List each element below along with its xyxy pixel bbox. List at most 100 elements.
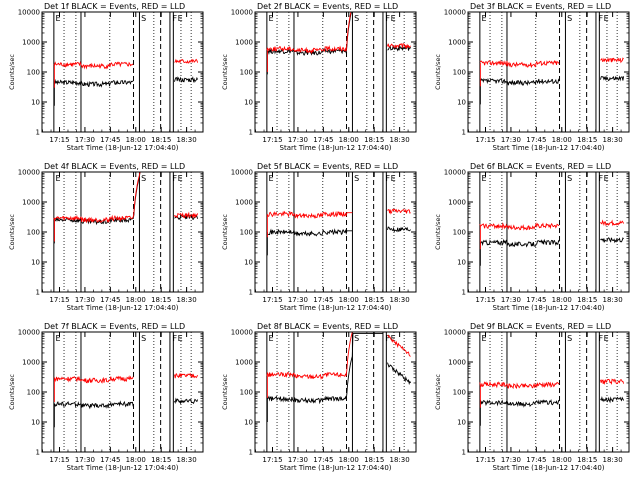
y-tick-label: 10 xyxy=(31,419,40,427)
y-tick-label: 10000 xyxy=(444,169,466,177)
y-axis-label: Counts/sec xyxy=(8,54,16,90)
chart-title: Det 8f BLACK = Events, RED = LLD xyxy=(257,322,398,331)
series-events xyxy=(479,75,625,86)
interval-flag: S xyxy=(567,14,572,23)
x-tick-label: 17:45 xyxy=(526,456,546,464)
chart-title: Det 4f BLACK = Events, RED = LLD xyxy=(44,162,185,171)
y-tick-label: 10000 xyxy=(444,9,466,17)
series-events xyxy=(53,397,199,410)
y-tick-label: 100 xyxy=(240,389,253,397)
y-tick-label: 100 xyxy=(27,229,40,237)
interval-flag: E xyxy=(56,14,61,23)
y-tick-label: 10 xyxy=(31,99,40,107)
x-axis-label: Start Time (18-Jun-12 17:04:40) xyxy=(493,304,605,312)
x-tick-label: 18:15 xyxy=(577,136,597,144)
y-tick-label: 100 xyxy=(27,389,40,397)
x-tick-label: 18:15 xyxy=(364,456,384,464)
x-tick-label: 17:30 xyxy=(501,136,521,144)
x-tick-label: 18:15 xyxy=(151,296,171,304)
chart-title: Det 3f BLACK = Events, RED = LLD xyxy=(470,2,611,11)
x-axis-label: Start Time (18-Jun-12 17:04:40) xyxy=(493,464,605,472)
x-tick-label: 17:15 xyxy=(49,456,69,464)
x-tick-label: 17:15 xyxy=(49,136,69,144)
series-events xyxy=(479,396,625,408)
x-tick-label: 18:15 xyxy=(151,456,171,464)
series-lld xyxy=(53,58,199,70)
y-tick-label: 10 xyxy=(244,259,253,267)
y-tick-label: 1000 xyxy=(448,359,466,367)
x-tick-label: 17:45 xyxy=(100,296,120,304)
y-tick-label: 1 xyxy=(249,449,253,457)
y-axis-label: Counts/sec xyxy=(434,214,442,250)
x-tick-label: 17:45 xyxy=(100,136,120,144)
x-tick-label: 17:45 xyxy=(526,296,546,304)
series-lld xyxy=(479,57,624,69)
y-tick-label: 1000 xyxy=(22,359,40,367)
x-tick-label: 18:30 xyxy=(603,456,623,464)
interval-flag: F xyxy=(598,334,603,343)
x-tick-label: 18:00 xyxy=(339,136,359,144)
y-tick-label: 10000 xyxy=(231,329,253,337)
interval-flag: E xyxy=(391,334,396,343)
x-tick-label: 18:30 xyxy=(603,296,623,304)
x-axis-label: Start Time (18-Jun-12 17:04:40) xyxy=(67,304,179,312)
y-tick-label: 1 xyxy=(249,129,253,137)
chart-title: Det 9f BLACK = Events, RED = LLD xyxy=(470,322,611,331)
y-tick-label: 1 xyxy=(462,289,466,297)
plot-frame xyxy=(254,331,417,453)
interval-flag: E xyxy=(178,14,183,23)
x-tick-label: 18:15 xyxy=(364,296,384,304)
interval-flag: E xyxy=(269,174,274,183)
x-tick-label: 17:15 xyxy=(475,296,495,304)
x-tick-label: 17:15 xyxy=(262,456,282,464)
x-tick-label: 18:30 xyxy=(603,136,623,144)
y-tick-label: 10000 xyxy=(18,9,40,17)
chart-title: Det 7f BLACK = Events, RED = LLD xyxy=(44,322,185,331)
x-axis-label: Start Time (18-Jun-12 17:04:40) xyxy=(280,304,392,312)
interval-flag: S xyxy=(141,14,146,23)
y-axis-label: Counts/sec xyxy=(434,374,442,410)
interval-flag: F xyxy=(385,334,390,343)
y-tick-label: 100 xyxy=(453,69,466,77)
interval-flag: F xyxy=(598,174,603,183)
interval-flag: E xyxy=(178,334,183,343)
plot-frame xyxy=(41,11,204,133)
x-tick-label: 17:15 xyxy=(49,296,69,304)
x-tick-label: 17:15 xyxy=(262,296,282,304)
interval-flag: S xyxy=(354,334,359,343)
y-tick-label: 100 xyxy=(453,229,466,237)
y-tick-label: 1 xyxy=(36,129,40,137)
interval-flag: S xyxy=(567,174,572,183)
y-tick-label: 10 xyxy=(457,259,466,267)
y-tick-label: 10000 xyxy=(444,329,466,337)
y-tick-label: 10 xyxy=(244,99,253,107)
interval-flag: S xyxy=(354,14,359,23)
y-tick-label: 10000 xyxy=(231,9,253,17)
y-tick-label: 10 xyxy=(457,99,466,107)
series-events xyxy=(479,237,624,248)
y-tick-label: 1000 xyxy=(235,199,253,207)
y-tick-label: 1000 xyxy=(22,39,40,47)
x-tick-label: 17:45 xyxy=(313,136,333,144)
x-tick-label: 17:30 xyxy=(75,136,95,144)
y-tick-label: 1 xyxy=(249,289,253,297)
interval-flag: E xyxy=(482,174,487,183)
y-axis-label: Counts/sec xyxy=(221,54,229,90)
interval-flag: E xyxy=(56,334,61,343)
y-tick-label: 100 xyxy=(240,229,253,237)
interval-flag: E xyxy=(269,14,274,23)
y-tick-label: 10000 xyxy=(18,329,40,337)
x-tick-label: 17:30 xyxy=(501,296,521,304)
y-tick-label: 10000 xyxy=(18,169,40,177)
y-tick-label: 1000 xyxy=(235,39,253,47)
series-events xyxy=(53,76,199,88)
chart-title: Det 2f BLACK = Events, RED = LLD xyxy=(257,2,398,11)
x-tick-label: 18:30 xyxy=(177,136,197,144)
y-tick-label: 10 xyxy=(244,419,253,427)
